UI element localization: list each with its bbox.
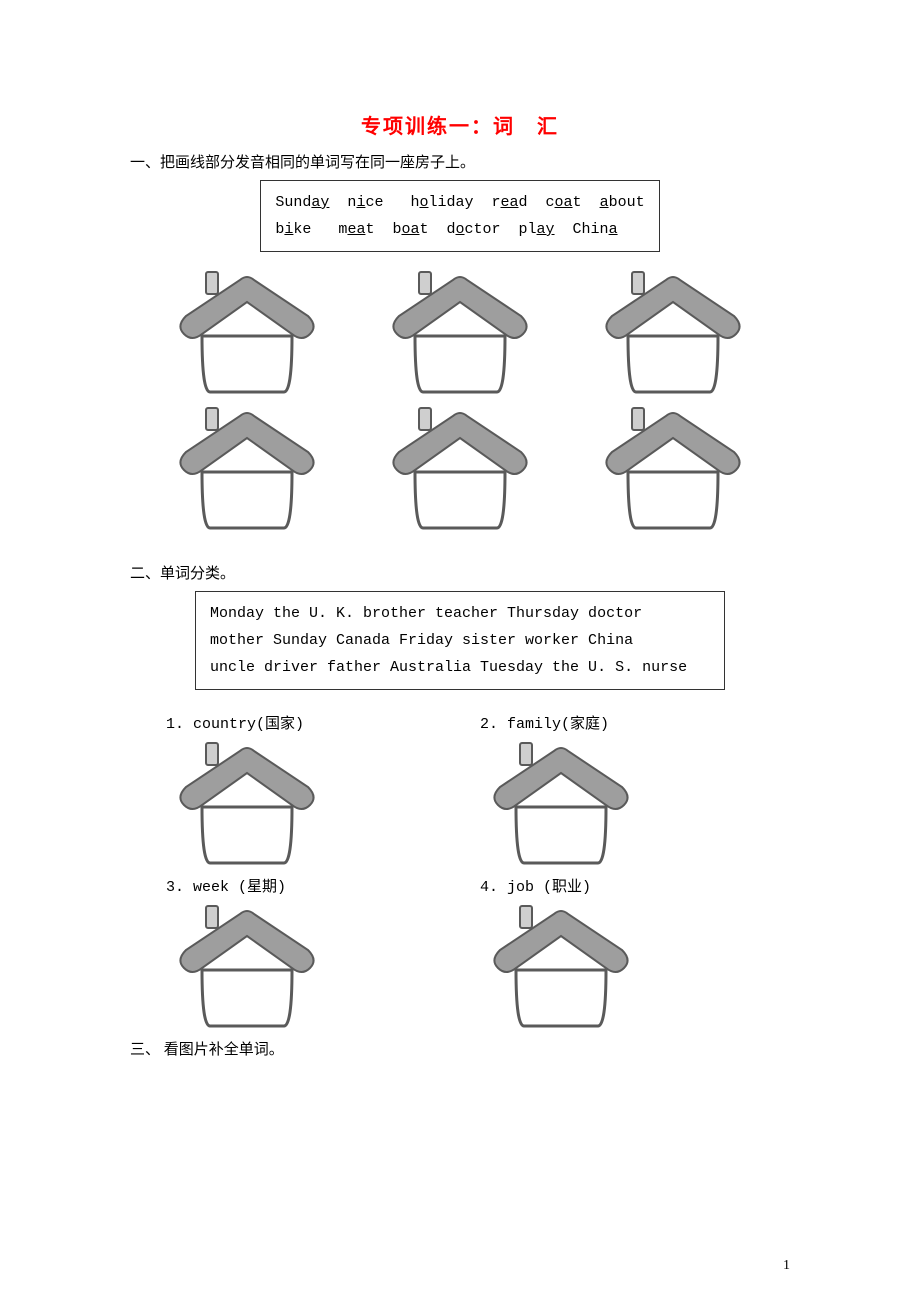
house-icon [170,737,324,867]
s2-item2-label: 2. family(家庭) [480,712,638,733]
house-icon [596,402,750,532]
wordbox-line1: Sunday nice holiday read coat about [275,189,644,216]
section2-heading: 二、单词分类。 [130,562,790,583]
s2-row1: 1. country(国家) 2. family(家庭) [130,712,790,867]
s2-item4-label: 4. job (职业) [480,875,638,896]
house-icon [484,900,638,1030]
s2-item1-label: 1. country(国家) [166,712,324,733]
wordbox-line2: bike meat boat doctor play China [275,216,644,243]
section3-heading: 三、 看图片补全单词。 [130,1038,790,1059]
section1-word-box: Sunday nice holiday read coat about bike… [260,180,659,252]
house-icon [170,900,324,1030]
page-title: 专项训练一：词 汇 [130,110,790,139]
house-icon [383,402,537,532]
house-icon [383,266,537,396]
house-icon [170,402,324,532]
page-number: 1 [783,1258,790,1274]
section2-word-box: Monday the U. K. brother teacher Thursda… [195,591,725,690]
s2-row2: 3. week (星期) 4. job (职业) [130,875,790,1030]
house-row-1 [170,266,750,396]
s2-item3-label: 3. week (星期) [166,875,324,896]
house-icon [170,266,324,396]
section1-heading: 一、把画线部分发音相同的单词写在同一座房子上。 [130,151,790,172]
house-icon [596,266,750,396]
s2-box-line3: uncle driver father Australia Tuesday th… [210,654,710,681]
page: 专项训练一：词 汇 一、把画线部分发音相同的单词写在同一座房子上。 Sunday… [0,0,920,1302]
house-icon [484,737,638,867]
house-row-2 [170,402,750,532]
s2-box-line2: mother Sunday Canada Friday sister worke… [210,627,710,654]
s2-box-line1: Monday the U. K. brother teacher Thursda… [210,600,710,627]
